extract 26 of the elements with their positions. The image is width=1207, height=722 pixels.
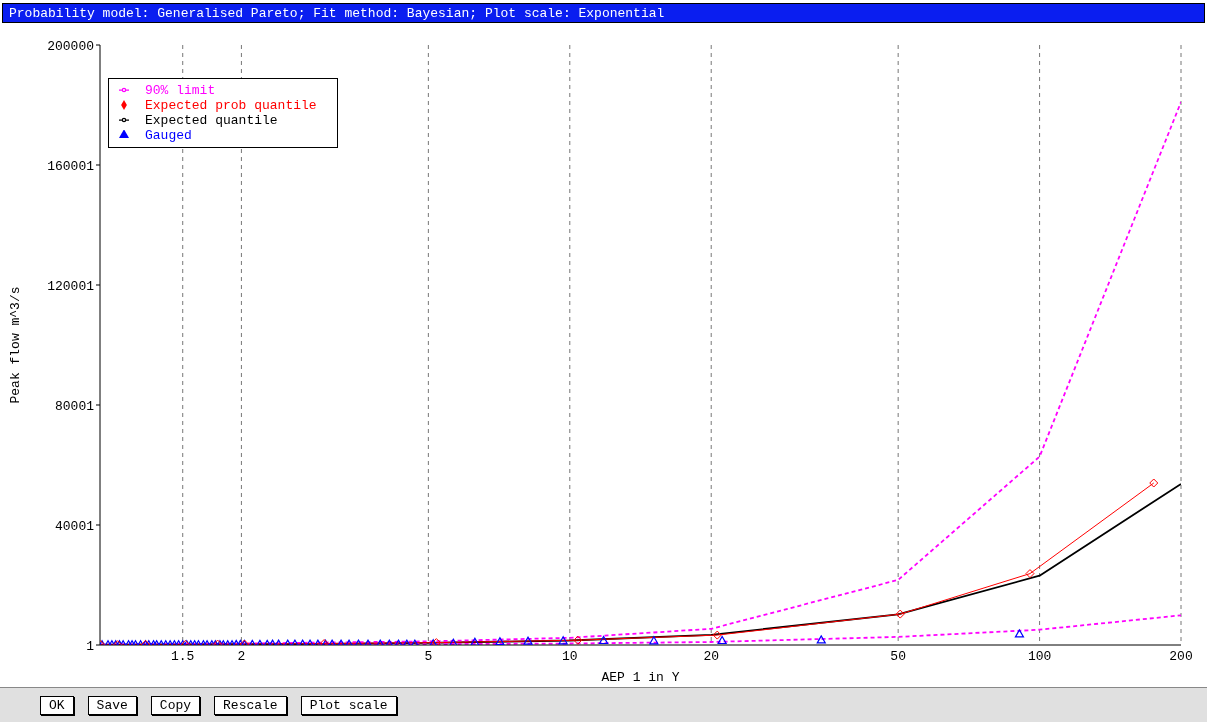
x-axis-title: AEP 1 in Y	[601, 670, 680, 685]
legend-label: Gauged	[145, 128, 192, 143]
button: Plot scale	[300, 695, 397, 715]
legend-label: Expected quantile	[145, 113, 278, 128]
x-tick-label: 1.5	[171, 649, 195, 665]
x-tick-label: 10	[561, 649, 578, 665]
x-tick-label: 20	[703, 649, 720, 665]
y-tick-label: 40001	[54, 518, 95, 534]
x-tick-label: 100	[1027, 649, 1052, 665]
y-tick-label: 80001	[54, 398, 95, 414]
legend-label: Expected prob quantile	[145, 98, 317, 113]
x-tick-label: 50	[890, 649, 906, 665]
y-tick-label: 120001	[47, 278, 95, 294]
button: Save	[87, 695, 137, 715]
button: Copy	[150, 695, 201, 715]
button: OK	[40, 695, 74, 715]
x-tick-label: 2	[237, 649, 246, 665]
chart-title: Probability model: Generalised Pareto; Fit method: Bayesian; Plot scale: Exponential	[2, 3, 1205, 23]
y-tick-label: 160001	[47, 158, 95, 174]
button: Rescale	[214, 695, 287, 715]
legend-label: 90% limit	[145, 83, 216, 98]
y-axis-title: Peak flow m^3/s	[7, 286, 23, 404]
x-tick-label: 5	[424, 649, 433, 665]
y-tick-label: 200000	[47, 38, 94, 54]
x-tick-label: 200	[1169, 649, 1193, 665]
y-tick-label: 1	[86, 638, 95, 654]
